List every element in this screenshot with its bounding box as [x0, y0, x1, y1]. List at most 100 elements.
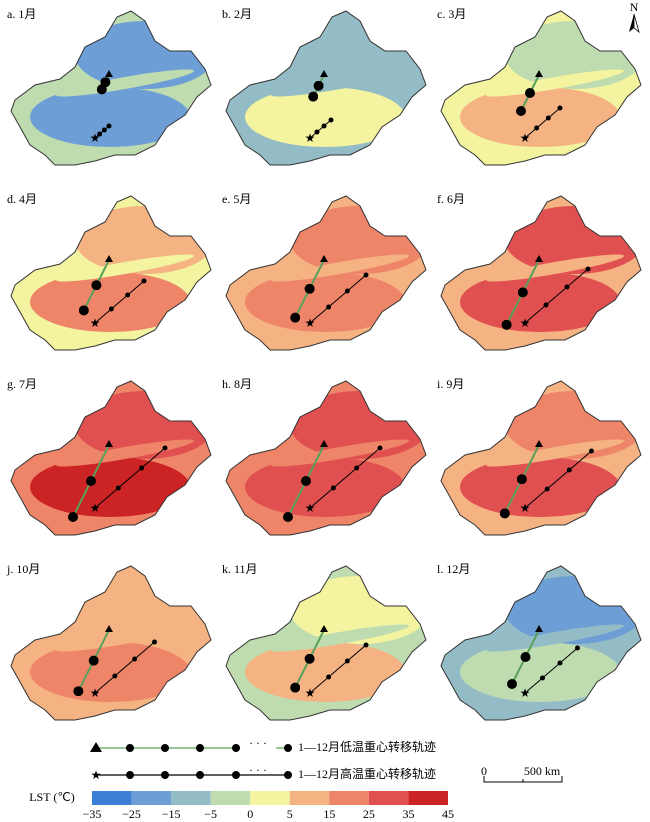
basin-area	[30, 272, 190, 332]
low-start	[535, 625, 543, 632]
low-track	[96, 74, 111, 95]
high-start: ★	[90, 686, 101, 700]
map-panel: ★ a. 1月	[7, 7, 212, 166]
low-track	[499, 444, 540, 519]
panel-label: f. 6月	[437, 192, 465, 206]
high-track	[524, 645, 580, 694]
panel-label: e. 5月	[222, 192, 251, 206]
basin-area	[460, 272, 620, 332]
map-panel: ★ k. 11月	[222, 562, 427, 721]
region-border	[10, 565, 212, 721]
region-border	[225, 380, 427, 536]
low-start	[105, 255, 113, 262]
colorbar-segment	[171, 791, 211, 805]
basin-area	[245, 272, 405, 332]
scale-zero: 0	[481, 764, 487, 778]
colorbar-title: LST (℃)	[29, 790, 75, 804]
tianshan-band	[56, 69, 194, 97]
colorbar-segment	[408, 791, 448, 805]
region-border	[10, 195, 212, 351]
region-border	[440, 195, 642, 351]
high-track	[309, 642, 369, 694]
high-start: ★	[305, 316, 316, 330]
high-start: ★	[520, 686, 531, 700]
panel-label: a. 1月	[7, 7, 36, 21]
tianshan-band	[271, 624, 409, 652]
low-track	[78, 259, 110, 316]
low-start	[320, 70, 328, 77]
north-arrow: N	[629, 0, 640, 34]
high-track	[524, 448, 594, 509]
low-track	[516, 74, 540, 116]
panel-label: g. 7月	[7, 377, 37, 391]
low-start	[105, 440, 113, 447]
basin-area	[460, 642, 620, 702]
legend-ellipsis: · · ·	[249, 736, 267, 750]
colorbar-tick-label: 15	[323, 807, 335, 821]
panel-label: k. 11月	[222, 562, 258, 576]
low-track	[290, 629, 325, 693]
low-start	[320, 625, 328, 632]
colorbar-tick-label: −15	[162, 807, 181, 821]
tianshan-band	[486, 624, 624, 652]
low-start	[535, 440, 543, 447]
high-start: ★	[90, 131, 101, 145]
low-start	[320, 255, 328, 262]
tianshan-band	[271, 69, 409, 97]
high-start: ★	[90, 501, 101, 515]
high-track	[524, 266, 591, 324]
map-panel: ★ h. 8月	[222, 377, 427, 536]
tianshan-band	[271, 254, 409, 282]
basin-area	[30, 457, 190, 517]
high-track	[94, 639, 157, 694]
basin-area	[245, 87, 405, 147]
legend-high-track: 1—12月高温重心转移轨迹	[298, 766, 436, 781]
map-panel: ★ l. 12月	[437, 562, 642, 721]
colorbar-segment	[289, 791, 330, 805]
low-start	[105, 70, 113, 77]
north-label: N	[630, 0, 639, 14]
colorbar-segment	[368, 791, 409, 805]
panel-label: b. 2月	[222, 7, 252, 21]
high-start: ★	[520, 131, 531, 145]
region-border	[10, 380, 212, 536]
map-panel: ★ b. 2月	[222, 7, 427, 166]
legend-low-track: 1—12月低温重心转移轨迹	[298, 739, 436, 754]
high-start: ★	[520, 316, 531, 330]
high-track	[94, 445, 168, 509]
high-track	[309, 272, 369, 324]
colorbar-tick-label: 35	[402, 807, 414, 821]
scale-bar: 0 500 km	[481, 764, 563, 783]
colorbar: LST (℃) −35 −25 −15 −5 0 5 15 25 35 45	[29, 790, 454, 821]
colorbar-segment	[250, 791, 290, 805]
low-track	[68, 444, 110, 522]
map-panels: ★ a. 1月 ★ b. 2月 ★ c. 3月 ★ d. 4月 ★ e. 5月 ★ f. 6月 ★ g. …	[6, 7, 642, 721]
region-border	[225, 565, 427, 721]
panel-label: j. 10月	[6, 562, 40, 576]
low-start	[105, 625, 113, 632]
region-border	[440, 380, 642, 536]
basin-area	[245, 642, 405, 702]
star-symbol: ★	[91, 768, 102, 782]
high-start: ★	[305, 501, 316, 515]
high-track	[524, 105, 563, 139]
map-panel: ★ i. 9月	[437, 377, 642, 536]
legend: · · · 1—12月低温重心转移轨迹 ★ · · · 1—12月高温重心转移轨…	[90, 736, 436, 782]
high-start: ★	[90, 316, 101, 330]
region-border	[225, 10, 427, 166]
low-track	[290, 259, 325, 323]
basin-area	[245, 457, 405, 517]
tianshan-band	[56, 254, 194, 282]
high-start: ★	[305, 131, 316, 145]
colorbar-tick-label: −35	[83, 807, 102, 821]
basin-area	[460, 457, 620, 517]
basin-area	[30, 87, 190, 147]
map-panel: ★ j. 10月	[6, 562, 212, 721]
panel-label: i. 9月	[437, 377, 464, 391]
colorbar-tick-label: 0	[247, 807, 253, 821]
region-border	[440, 565, 642, 721]
high-start: ★	[305, 686, 316, 700]
high-start: ★	[520, 501, 531, 515]
basin-area	[460, 87, 620, 147]
